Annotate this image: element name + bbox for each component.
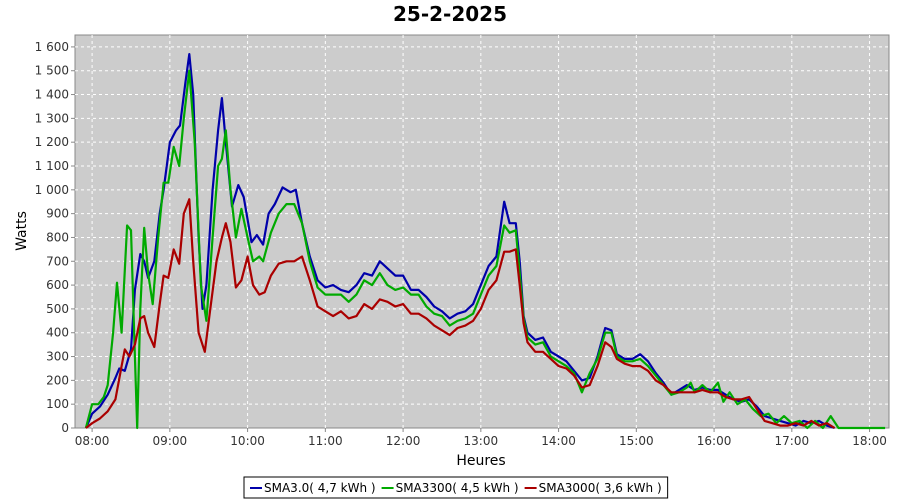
- x-tick-label: 18:00: [852, 434, 887, 448]
- y-tick-label: 800: [46, 230, 69, 244]
- x-axis-label: Heures: [456, 453, 505, 469]
- legend-label: SMA3.0( 4,7 kWh ): [264, 481, 376, 495]
- x-axis: 08:00 09:00 10:00 11:00 12:00 13:00 14:00 15:00…: [75, 428, 887, 448]
- y-tick-label: 400: [46, 326, 69, 340]
- series-line-1: [84, 69, 886, 430]
- y-tick-label: 200: [46, 373, 69, 387]
- plot-area: [74, 34, 890, 429]
- y-tick-label: 1 000: [35, 183, 69, 197]
- x-tick-label: 11:00: [308, 434, 343, 448]
- y-axis: 0 100 200 300 400 500 600 700 800 900 1 000 1 100 1 …: [35, 40, 75, 435]
- y-tick-label: 1 100: [35, 159, 69, 173]
- series-lines: [84, 53, 886, 430]
- x-tick-label: 13:00: [464, 434, 499, 448]
- x-tick-label: 10:00: [230, 434, 265, 448]
- y-tick-label: 100: [46, 397, 69, 411]
- legend-label: SMA3000( 3,6 kWh ): [539, 481, 662, 495]
- x-tick-label: 17:00: [775, 434, 810, 448]
- x-tick-label: 14:00: [541, 434, 576, 448]
- series-line-2: [85, 198, 836, 429]
- y-tick-label: 1 300: [35, 111, 69, 125]
- legend-box: [243, 476, 669, 499]
- y-tick-label: 300: [46, 350, 69, 364]
- y-tick-label: 1 600: [35, 40, 69, 54]
- y-tick-label: 1 500: [35, 64, 69, 78]
- y-tick-label: 1 400: [35, 88, 69, 102]
- legend: SMA3.0( 4,7 kWh ) SMA3300( 4,5 kWh ) SMA30…: [243, 476, 669, 499]
- y-tick-label: 900: [46, 207, 69, 221]
- x-tick-label: 08:00: [75, 434, 110, 448]
- y-tick-label: 0: [61, 421, 69, 435]
- y-tick-label: 600: [46, 278, 69, 292]
- x-tick-label: 16:00: [697, 434, 732, 448]
- x-tick-label: 15:00: [619, 434, 654, 448]
- y-axis-label: Watts: [14, 211, 30, 251]
- x-tick-label: 09:00: [153, 434, 188, 448]
- y-tick-label: 700: [46, 254, 69, 268]
- legend-label: SMA3300( 4,5 kWh ): [396, 481, 519, 495]
- y-tick-label: 1 200: [35, 135, 69, 149]
- chart-title: 25-2-2025: [393, 2, 507, 26]
- y-tick-label: 500: [46, 302, 69, 316]
- x-tick-label: 12:00: [386, 434, 421, 448]
- grid-lines: [75, 35, 889, 428]
